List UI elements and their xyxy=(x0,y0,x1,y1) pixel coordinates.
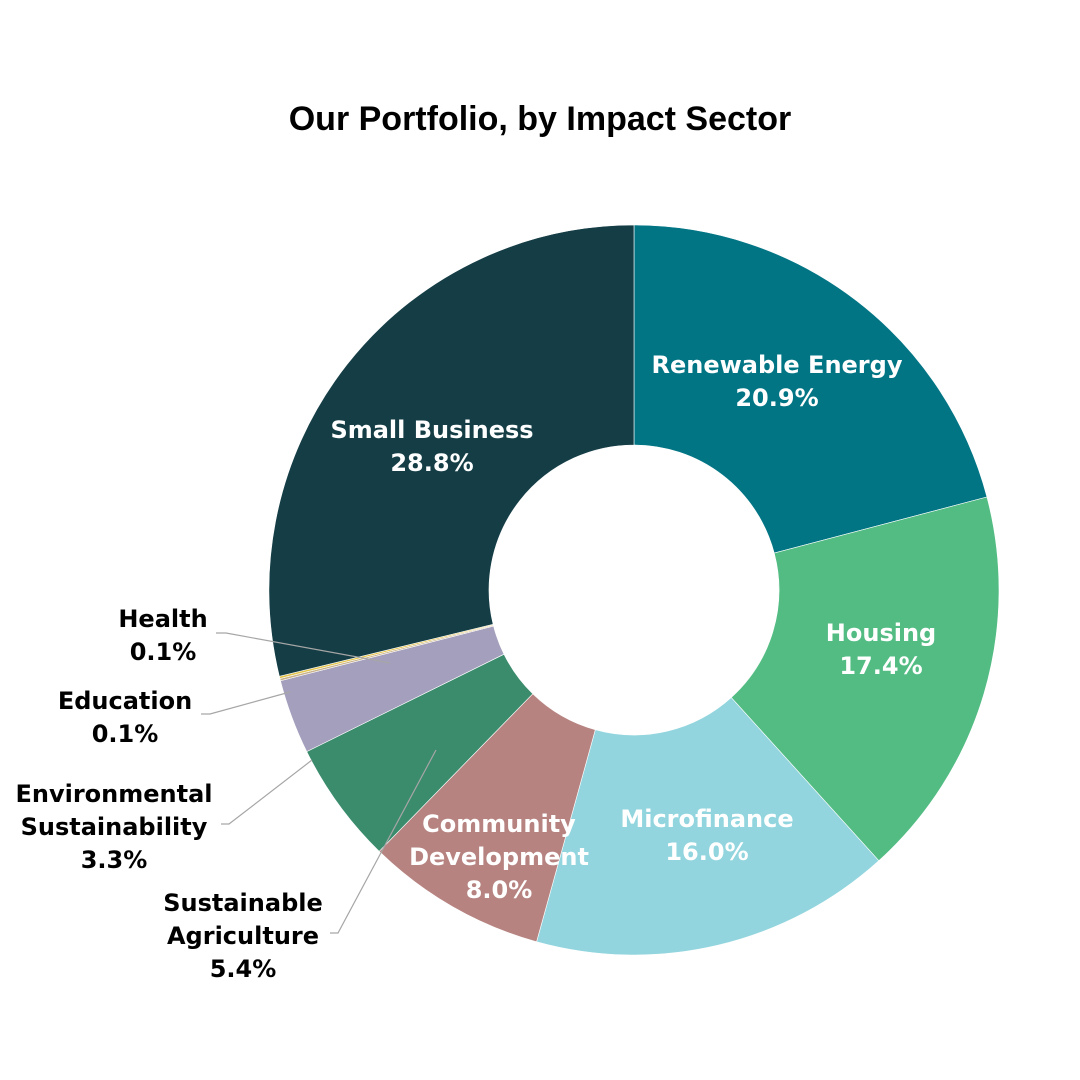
leader-lines-group xyxy=(201,632,437,934)
slice-name: Agriculture xyxy=(167,922,319,950)
slice-name: Education xyxy=(58,687,192,715)
data-label-small-business: Small Business 28.8% xyxy=(330,416,533,477)
data-label-renewable-energy: Renewable Energy 20.9% xyxy=(652,351,903,412)
data-label-education: Education 0.1% xyxy=(58,687,192,748)
slice-name: Community xyxy=(422,810,576,838)
slice-name: Development xyxy=(409,843,589,871)
slice-name: Sustainable xyxy=(163,889,323,917)
data-label-housing: Housing 17.4% xyxy=(826,619,936,680)
slices-group xyxy=(268,224,1000,956)
data-label-community-development: Community Development 8.0% xyxy=(409,810,589,904)
slice-percent: 0.1% xyxy=(130,638,197,666)
slice-small-business xyxy=(268,224,635,677)
slice-name: Housing xyxy=(826,619,936,647)
leader-line-environmental-sustainability xyxy=(221,759,313,825)
slice-percent: 20.9% xyxy=(735,384,818,412)
leader-line-sustainable-agriculture xyxy=(330,749,437,934)
slice-name: Small Business xyxy=(330,416,533,444)
slice-percent: 16.0% xyxy=(665,838,748,866)
chart-title: Our Portfolio, by Impact Sector xyxy=(288,100,792,138)
data-label-health: Health 0.1% xyxy=(118,605,207,666)
slice-percent: 0.1% xyxy=(92,720,159,748)
slice-name: Microfinance xyxy=(620,805,793,833)
leader-line-education xyxy=(201,691,291,715)
slice-percent: 3.3% xyxy=(81,846,148,874)
data-label-sustainable-agriculture: Sustainable Agriculture 5.4% xyxy=(163,889,323,983)
labels-group: Renewable Energy 20.9% Housing 17.4% Microfi… xyxy=(15,351,936,983)
slice-housing xyxy=(730,496,1000,862)
slice-percent: 17.4% xyxy=(839,652,922,680)
data-label-microfinance: Microfinance 16.0% xyxy=(620,805,793,866)
leader-line-health xyxy=(216,632,391,664)
slice-percent: 5.4% xyxy=(210,955,277,983)
slice-name: Renewable Energy xyxy=(652,351,903,379)
slice-name: Environmental xyxy=(15,780,212,808)
slice-microfinance xyxy=(536,697,880,956)
data-label-environmental-sustainability: Environmental Sustainability 3.3% xyxy=(15,780,212,874)
slice-name: Sustainability xyxy=(21,813,208,841)
slice-name: Health xyxy=(118,605,207,633)
slice-percent: 8.0% xyxy=(466,876,533,904)
slice-percent: 28.8% xyxy=(390,449,473,477)
slice-renewable-energy xyxy=(633,224,988,554)
